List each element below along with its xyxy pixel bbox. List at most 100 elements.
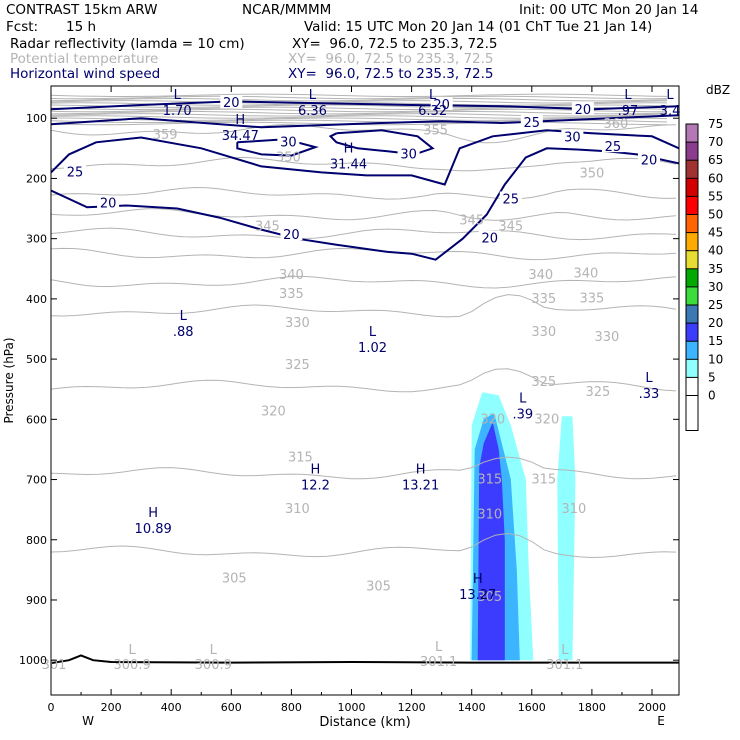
theta-label: 310 (285, 502, 310, 517)
extremum-value: .33 (639, 387, 660, 402)
wind-label: 20 (575, 103, 592, 118)
theta-label: 345 (255, 220, 280, 235)
extremum-letter: L (645, 371, 653, 386)
surface-value: 300.9 (195, 658, 232, 673)
theta-label: 340 (573, 267, 598, 282)
theta-label: 325 (531, 375, 556, 390)
extremum-value: 10.89 (135, 522, 172, 537)
extremum-letter: L (309, 88, 317, 103)
extremum-letter: H (473, 572, 483, 587)
extremum-value: .88 (173, 325, 194, 340)
y-tick-label: 100 (26, 112, 47, 125)
x-tick-label: 800 (281, 701, 302, 714)
y-tick-label: 1000 (19, 654, 47, 667)
theta-contour-line (51, 294, 677, 318)
theta-upper-band (51, 113, 668, 117)
reflectivity-layer (470, 392, 576, 661)
x-tick-label: 0 (48, 701, 55, 714)
extremum-value: 34.47 (222, 129, 259, 144)
colorbar-swatch (686, 341, 698, 360)
colorbar-tick-label: 45 (708, 226, 723, 240)
extremum-value: 1.70 (163, 104, 192, 119)
surface-letter: L (129, 643, 137, 658)
wind-label: 20 (481, 232, 498, 247)
theta-upper-band (51, 111, 668, 115)
colorbar-swatch (686, 305, 698, 324)
colorbar-tick-label: 30 (708, 280, 723, 294)
theta-label: 320 (480, 412, 505, 427)
reflectivity-cell (557, 416, 576, 661)
y-tick-label: 300 (26, 233, 47, 246)
extremum-letter: H (311, 463, 321, 478)
theta-label: 359 (153, 128, 178, 143)
x-axis-title: Distance (km) (319, 715, 410, 730)
extremum-letter: L (180, 309, 188, 324)
extremum-letter: L (624, 88, 632, 103)
west-label: W (82, 714, 94, 728)
wind-label: 20 (100, 197, 117, 212)
theta-label: 345 (459, 214, 484, 229)
wind-label-bg (561, 129, 584, 143)
x-tick-label: 1600 (518, 701, 546, 714)
extremum-letter: H (235, 113, 245, 128)
surface-value: 301.1 (546, 658, 583, 673)
plot-frame (50, 85, 680, 696)
theta-contour-line (51, 368, 677, 393)
y-tick-label: 700 (26, 474, 47, 487)
theta-label: 335 (279, 287, 304, 302)
wind-label-bg (97, 195, 120, 209)
theta-label: 350 (579, 167, 604, 182)
surface-value: 300.9 (114, 658, 151, 673)
theta-label: 305 (477, 590, 502, 605)
theta-label: 330 (285, 316, 310, 331)
wind-label-bg (430, 96, 453, 110)
colorbar-swatch (686, 124, 698, 143)
extremum-value: 6.32 (418, 104, 447, 119)
colorbar-tick-label: 75 (708, 117, 723, 131)
extremum-letter: H (416, 463, 426, 478)
wind-label: 20 (433, 98, 450, 113)
theta-label: 355 (423, 123, 448, 138)
colorbar-tick-label: 20 (708, 316, 723, 330)
extremum-value: 13.27 (459, 588, 496, 603)
colorbar-tick-label: 60 (708, 171, 723, 185)
theta-label: 340 (528, 268, 553, 283)
y-tick-label: 600 (26, 413, 47, 426)
x-tick-label: 2000 (638, 701, 666, 714)
theta-upper-band (51, 100, 668, 104)
theta-label: 325 (285, 358, 310, 373)
wind-label: 25 (605, 140, 622, 155)
colorbar-tick-label: 10 (708, 352, 723, 366)
theta-upper-band (51, 104, 668, 108)
field-name-wind: Horizontal wind speed (10, 66, 161, 82)
axes-layer: 0 200 400 600 800 1000 1200 1400 1600 1800 2000 W E D… (2, 85, 680, 730)
forecast-hour: 15 h (66, 19, 97, 35)
theta-contour-line (51, 208, 677, 221)
colorbar-swatch (686, 214, 698, 233)
wind-label: 20 (223, 96, 240, 111)
wind-label-bg (277, 134, 300, 148)
colorbar-swatch (686, 286, 698, 305)
organization-label: NCAR/MMMM (242, 2, 332, 18)
theta-upper-band (51, 108, 667, 113)
valid-time: Valid: 15 UTC Mon 20 Jan 14 (01 ChT Tue … (304, 19, 653, 35)
surface-letter: L (435, 640, 443, 655)
y-tick-label: 900 (26, 594, 47, 607)
colorbar-tick-label: 55 (708, 189, 723, 203)
field-name-reflectivity: Radar reflectivity (lamda = 10 cm) (10, 36, 245, 52)
theta-contour-line (51, 247, 677, 261)
surface-value: 301.1 (420, 655, 457, 670)
field-xy-reflectivity: XY= 96.0, 72.5 to 235.3, 72.5 (292, 36, 498, 52)
terrain-line (51, 654, 679, 665)
east-label: E (657, 714, 665, 728)
theta-label: 330 (595, 330, 620, 345)
x-tick-label: 1400 (458, 701, 486, 714)
theta-label: 350 (276, 150, 301, 165)
extremum-value: 13.21 (402, 479, 439, 494)
extremum-value: .39 (512, 407, 533, 422)
theta-upper-band (51, 98, 668, 102)
wind-label: 20 (283, 228, 300, 243)
extremum-value: 31.44 (330, 158, 367, 173)
theta-contour-line (51, 456, 677, 480)
